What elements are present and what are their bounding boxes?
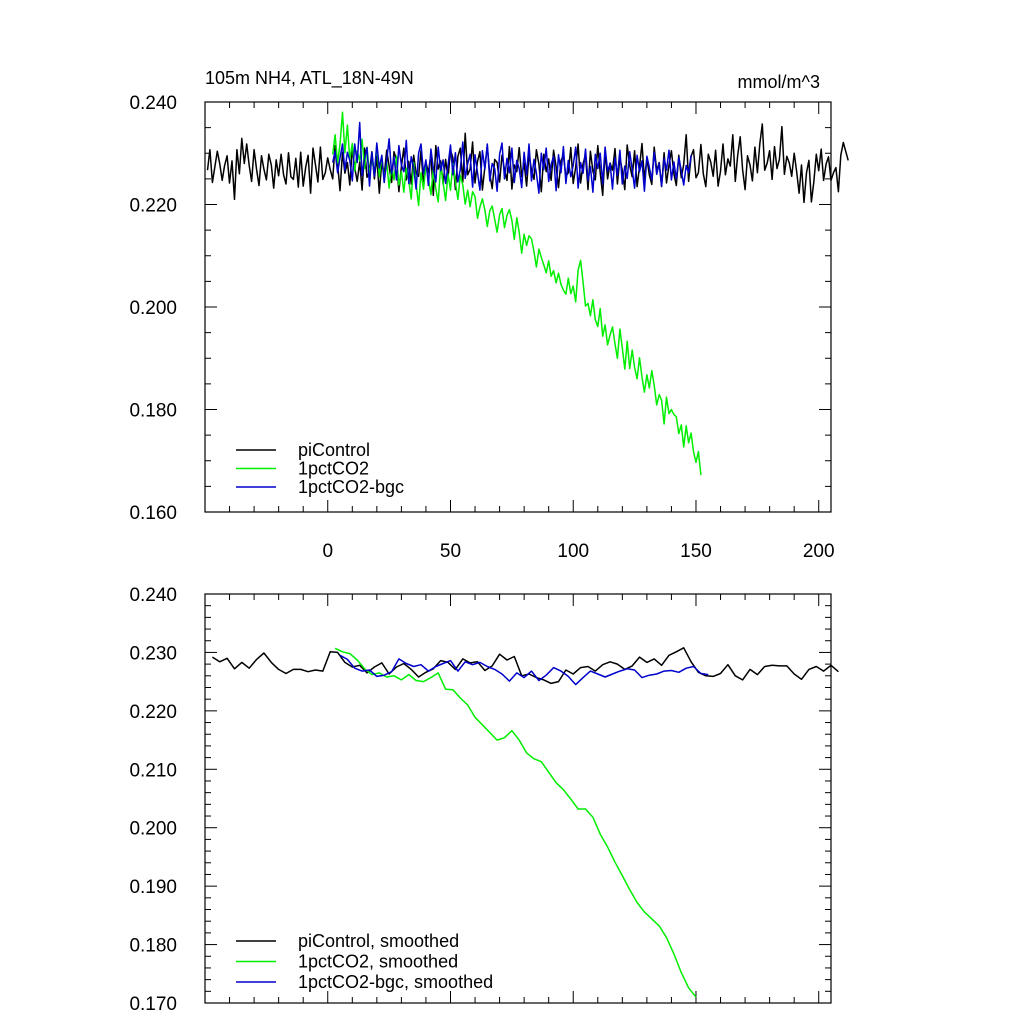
bottom-y-tick-label: 0.200: [129, 819, 177, 840]
top-legend-label: 1pctCO2-bgc: [298, 477, 404, 497]
top-y-tick-label: 0.200: [129, 298, 177, 319]
top-x-tick-label: 150: [680, 541, 712, 562]
bottom-y-tick-label: 0.220: [129, 702, 177, 723]
top-legend-label: piControl: [298, 440, 370, 460]
bottom-y-tick-label: 0.230: [129, 643, 177, 664]
top-plot-frame: [204, 101, 832, 513]
top-series-line-1pctco2-bgc: [331, 121, 692, 194]
top-y-tick-label: 0.220: [129, 196, 177, 217]
top-y-tick-label: 0.240: [129, 93, 177, 114]
top-x-tick-label: 0: [322, 541, 333, 562]
top-axis-tick-labels: 0 50 100 150 200 0.160 0.180 0.200 0.220 0.240: [129, 93, 834, 562]
bottom-y-tick-label: 0.240: [129, 585, 177, 606]
top-y-tick-label: 0.160: [129, 503, 177, 524]
bottom-y-tick-label: 0.190: [129, 877, 177, 898]
bottom-axis-tick-labels: 0.170 0.180 0.190 0.200 0.210 0.220 0.230 0.240: [129, 585, 177, 1015]
bottom-y-tick-label: 0.180: [129, 936, 177, 957]
bottom-series-line-picontrol-smoothed: [211, 647, 839, 685]
bottom-legend-label: 1pctCO2-bgc, smoothed: [298, 972, 493, 992]
top-x-tick-label: 100: [557, 541, 589, 562]
bottom-legend-label: piControl, smoothed: [298, 931, 459, 951]
bottom-y-tick-label: 0.210: [129, 760, 177, 781]
top-x-tick-label: 50: [440, 541, 461, 562]
bottom-panel: 0.170 0.180 0.190 0.200 0.210 0.220 0.230 0.240…: [129, 585, 839, 1015]
top-chart-title: 105m NH4, ATL_18N-49N: [205, 68, 414, 89]
top-legend-label: 1pctCO2: [298, 459, 369, 479]
bottom-series-line-1pctco2-bgc-smoothed: [339, 654, 709, 686]
bottom-y-tick-label: 0.170: [129, 994, 177, 1015]
top-x-tick-label: 200: [803, 541, 835, 562]
top-series-line-1pctco2: [331, 111, 702, 476]
top-panel: 105m NH4, ATL_18N-49N mmol/m^3 0 50 100 150…: [129, 68, 849, 562]
bottom-plot-frame: [204, 593, 832, 1004]
top-chart-units: mmol/m^3: [738, 72, 820, 92]
top-series-group: [206, 111, 849, 476]
bottom-legend-label: 1pctCO2, smoothed: [298, 952, 458, 972]
top-y-tick-label: 0.180: [129, 401, 177, 422]
bottom-series-group: [211, 647, 839, 998]
bottom-series-line-1pctco2-smoothed: [334, 647, 697, 998]
bottom-axis-ticks: [205, 593, 831, 1004]
top-series-line-picontrol: [206, 123, 849, 204]
